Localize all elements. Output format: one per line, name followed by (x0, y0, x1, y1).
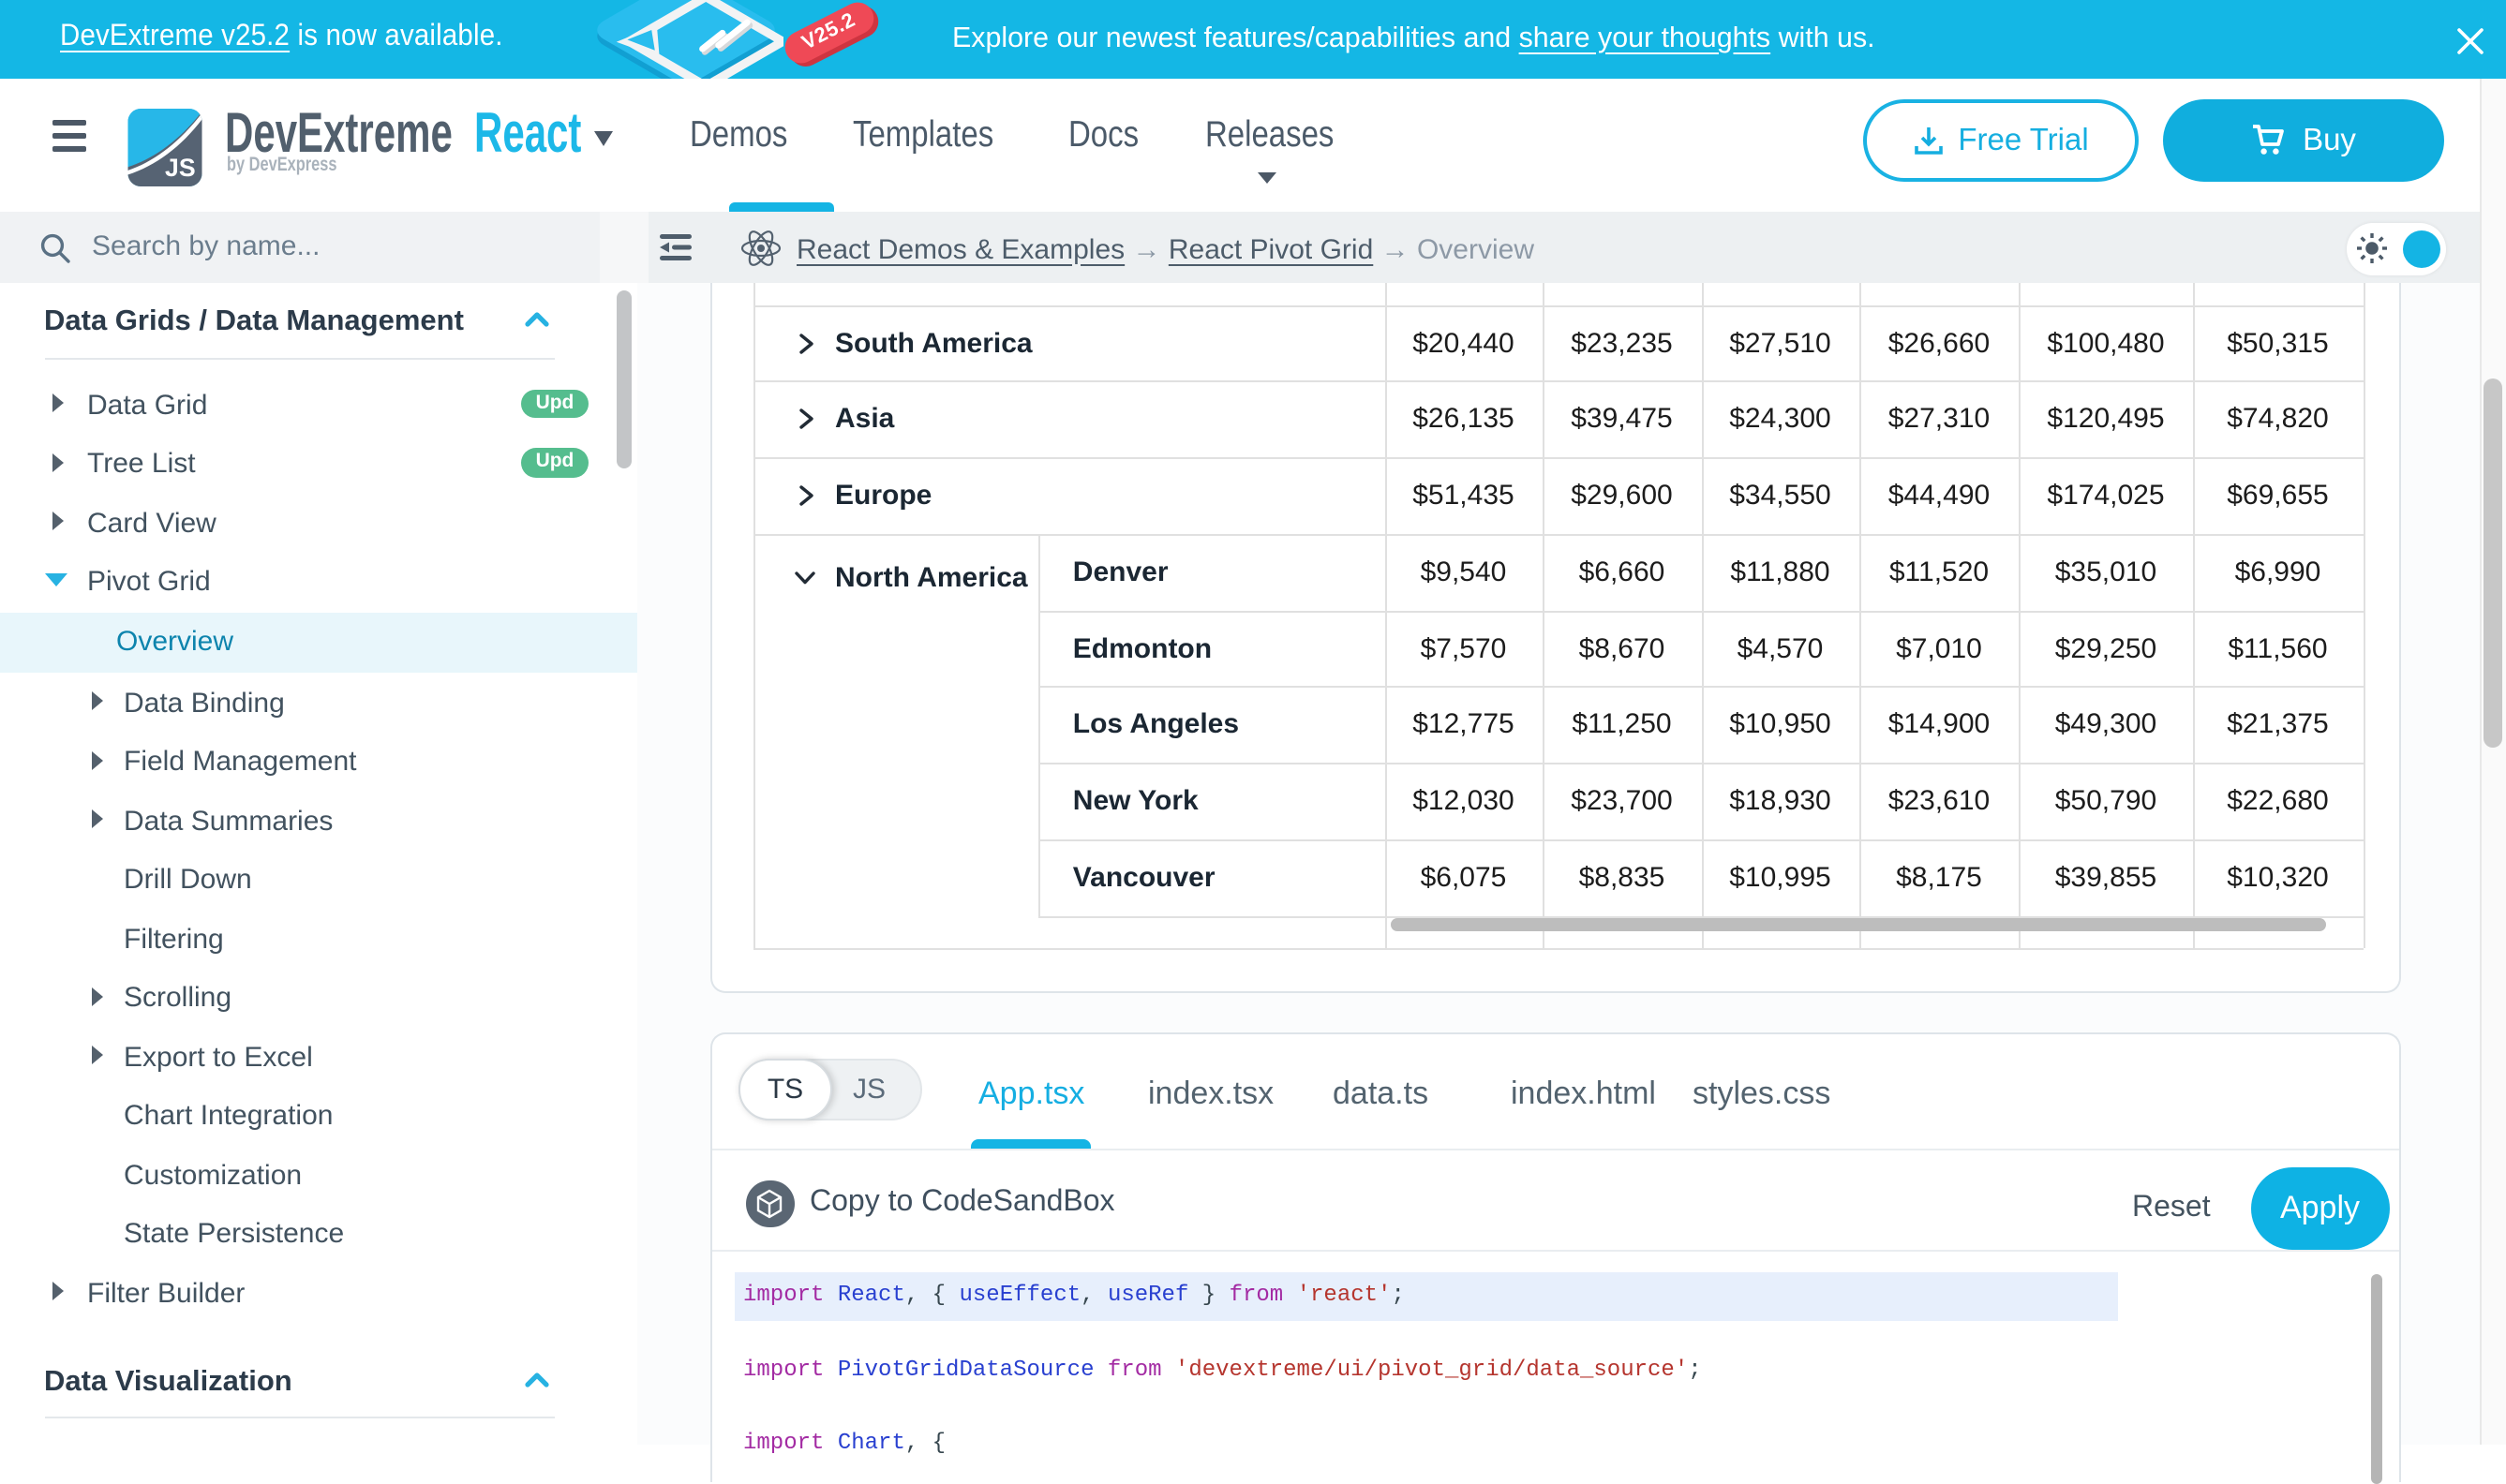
svg-text:JS: JS (165, 154, 196, 182)
